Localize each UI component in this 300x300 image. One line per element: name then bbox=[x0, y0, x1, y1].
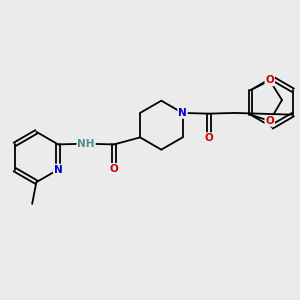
Text: O: O bbox=[204, 133, 213, 143]
Text: O: O bbox=[265, 75, 274, 85]
Text: O: O bbox=[265, 116, 274, 126]
Text: N: N bbox=[54, 165, 62, 175]
Text: NH: NH bbox=[77, 139, 95, 149]
Text: O: O bbox=[110, 164, 118, 174]
Text: N: N bbox=[178, 108, 187, 118]
